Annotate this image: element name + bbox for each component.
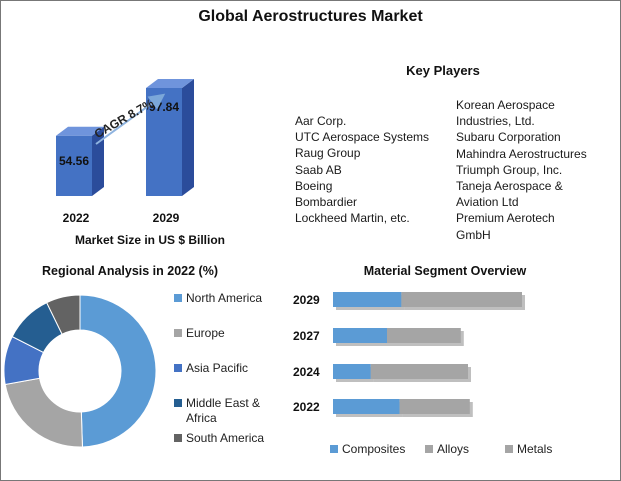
market-bar-2022 xyxy=(56,135,92,196)
material-year-label: 2022 xyxy=(293,400,320,414)
key-player: Mahindra Aerostructures xyxy=(456,146,587,161)
key-player: GmbH xyxy=(456,227,491,242)
material-bar-composites-2029 xyxy=(333,292,402,307)
donut-slice-north-america xyxy=(79,294,157,448)
donut-slice-south-america xyxy=(46,294,81,335)
bar-side xyxy=(182,79,194,196)
legend-item-composites: Composites xyxy=(330,442,425,456)
legend-item-metals: Metals xyxy=(505,442,585,456)
legend-item-north-america: North America xyxy=(174,291,274,326)
material-bars: 2029 2027 2024 2022 xyxy=(293,292,525,417)
key-player: Raug Group xyxy=(295,146,361,161)
key-player: Aviation Ltd xyxy=(456,195,519,210)
key-player: Korean Aerospace xyxy=(456,98,555,112)
legend-item-alloys: Alloys xyxy=(425,442,505,456)
material-legend: Composites Alloys Metals xyxy=(330,442,590,456)
material-bar-alloys-2024 xyxy=(370,364,468,379)
legend-swatch xyxy=(174,399,182,407)
material-bar-alloys-2029 xyxy=(401,292,522,307)
material-bar-composites-2022 xyxy=(333,399,400,414)
key-player: Taneja Aerospace & xyxy=(456,179,563,194)
page-title: Global Aerostructures Market xyxy=(198,8,423,25)
key-player: Subaru Corporation xyxy=(456,130,561,145)
key-player: Saab AB xyxy=(295,162,342,177)
legend-item-middle-east-africa: Middle East & Africa xyxy=(174,396,274,431)
material-bar-composites-2024 xyxy=(333,364,371,379)
legend-swatch xyxy=(505,445,513,453)
donut-slice-europe xyxy=(4,377,83,448)
donut-slices xyxy=(3,294,157,448)
legend-item-asia-pacific: Asia Pacific xyxy=(174,361,274,396)
material-bar-alloys-2027 xyxy=(387,328,461,343)
key-player: Industries, Ltd. xyxy=(456,114,535,129)
material-bar-composites-2027 xyxy=(333,328,387,343)
key-player: Bombardier xyxy=(295,195,358,210)
cagr-arrow xyxy=(95,93,166,145)
regional-legend: North America Europe Asia Pacific Middle… xyxy=(174,291,274,451)
key-players-right: Korean Aerospace Industries, Ltd. Subaru… xyxy=(456,97,587,243)
regional-title: Regional Analysis in 2022 (%) xyxy=(42,264,218,278)
key-player: Boeing xyxy=(295,178,333,193)
legend-swatch xyxy=(174,294,182,302)
material-title: Material Segment Overview xyxy=(363,264,527,278)
legend-swatch xyxy=(174,329,182,337)
legend-label: South America xyxy=(186,431,265,445)
legend-label: Middle East & xyxy=(186,396,261,410)
bar-value-label: 54.56 xyxy=(59,154,89,168)
bar-year-2022: 2022 xyxy=(62,211,90,225)
material-year-label: 2027 xyxy=(293,329,320,343)
market-size-caption: Market Size in US $ Billion xyxy=(74,233,226,247)
bar-top xyxy=(146,79,194,88)
legend-item-south-america: South America xyxy=(174,431,274,451)
legend-label: Composites xyxy=(342,442,406,456)
legend-label: Metals xyxy=(517,442,553,456)
legend-swatch xyxy=(174,434,182,442)
legend-label: Asia Pacific xyxy=(186,361,249,375)
legend-label: Africa xyxy=(186,411,217,425)
key-player: Premium Aerotech xyxy=(456,211,555,226)
bar-year-2029: 2029 xyxy=(152,211,180,225)
legend-swatch xyxy=(174,364,182,372)
key-player: Lockheed Martin, etc. xyxy=(295,211,410,226)
legend-swatch xyxy=(330,445,338,453)
key-player: UTC Aerospace Systems xyxy=(295,130,430,145)
legend-item-europe: Europe xyxy=(174,326,274,361)
material-chart: 2029 2027 2024 2022 xyxy=(293,292,525,417)
bar-side xyxy=(92,126,104,196)
regional-donut xyxy=(3,294,157,448)
material-bar-alloys-2022 xyxy=(399,399,470,414)
key-player: Aar Corp. xyxy=(295,114,347,128)
legend-label: Europe xyxy=(186,326,225,340)
material-year-label: 2024 xyxy=(293,365,320,379)
legend-label: North America xyxy=(186,291,263,305)
key-player: Triumph Group, Inc. xyxy=(456,162,563,177)
bar-top xyxy=(56,126,104,136)
legend-label: Alloys xyxy=(437,442,470,456)
key-players-left: Aar Corp. UTC Aerospace Systems Raug Gro… xyxy=(295,113,429,226)
material-year-label: 2029 xyxy=(293,293,320,307)
key-players-title: Key Players xyxy=(406,63,480,78)
legend-swatch xyxy=(425,445,433,453)
